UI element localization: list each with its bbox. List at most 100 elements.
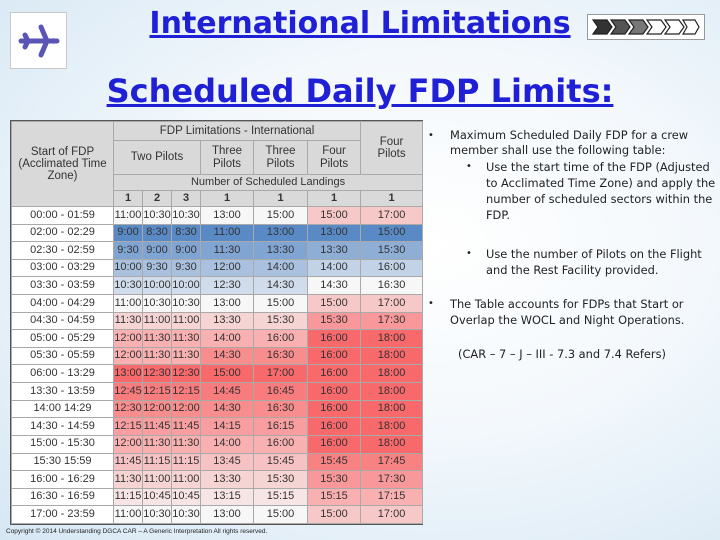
fdp-limit-cell: 10:00 — [171, 276, 201, 296]
fdp-limit-cell: 10:30 — [142, 294, 172, 313]
pilots-label: Pilots — [377, 148, 406, 160]
fdp-limit-cell: 12:15 — [171, 382, 201, 401]
table-row: 02:00 - 02:29 9:00 8:30 8:30 11:00 13:00 13:00… — [11, 223, 424, 243]
fdp-limit-cell: 18:00 — [360, 364, 424, 384]
fdp-limit-cell: 15:30 — [306, 470, 362, 489]
start-time-cell: 05:30 - 05:59 — [11, 346, 114, 366]
start-time-cell: 16:30 - 16:59 — [11, 487, 114, 507]
fdp-limit-cell: 15:15 — [253, 487, 308, 507]
fdp-limit-cell: 11:15 — [171, 452, 201, 472]
start-time-cell: 03:30 - 03:59 — [11, 276, 114, 296]
chevron-arrows-logo — [586, 12, 706, 42]
copyright-text: Copyright © 2014 Understanding DGCA CAR … — [6, 528, 268, 535]
start-time-cell: 15:30 15:59 — [11, 452, 114, 472]
fdp-limit-cell: 9:30 — [113, 241, 143, 260]
fdp-limit-cell: 10:30 — [142, 206, 172, 225]
pilots-label: Four — [379, 135, 404, 148]
fdp-limit-cell: 15:30 — [253, 311, 308, 331]
table-row: 00:00 - 01:59 11:00 10:30 10:30 13:00 15:00 15… — [11, 206, 424, 225]
fdp-limitations-header: FDP Limitations - International — [112, 121, 362, 141]
fdp-limit-cell: 13:45 — [200, 452, 254, 472]
fdp-limit-cell: 17:30 — [360, 470, 424, 489]
fdp-limit-cell: 15:30 — [360, 241, 424, 260]
start-time-cell: 03:00 - 03:29 — [11, 258, 114, 278]
fdp-limit-cell: 14:00 — [306, 258, 362, 278]
fdp-limit-cell: 15:00 — [360, 223, 424, 243]
table-row: 16:00 - 16:29 11:30 11:00 11:00 13:30 15:30 15… — [11, 470, 424, 489]
fdp-limit-cell: 11:45 — [171, 417, 201, 436]
airplane-icon — [18, 24, 59, 57]
fdp-limit-cell: 11:30 — [171, 346, 201, 366]
fdp-limit-cell: 10:45 — [171, 487, 201, 507]
fdp-limit-cell: 16:00 — [306, 329, 362, 348]
fdp-limit-cell: 12:30 — [171, 364, 201, 384]
start-header-line: Start of FDP — [30, 145, 95, 158]
three-pilots-header: Three Pilots — [200, 140, 254, 175]
fdp-limit-cell: 18:00 — [360, 382, 424, 401]
fdp-limit-cell: 17:15 — [360, 487, 424, 507]
fdp-limit-cell: 11:30 — [142, 434, 172, 454]
start-time-cell: 16:00 - 16:29 — [11, 470, 114, 489]
fdp-limit-cell: 14:00 — [200, 434, 254, 454]
table-row: 14:30 - 14:59 12:15 11:45 11:45 14:15 16:15 16… — [11, 417, 424, 436]
landing-number: 1 — [253, 190, 308, 207]
fdp-limit-cell: 10:30 — [171, 206, 201, 225]
landing-number: 3 — [171, 190, 201, 207]
start-time-cell: 14:00 14:29 — [11, 399, 114, 419]
start-time-cell: 00:00 - 01:59 — [11, 206, 114, 225]
fdp-limit-cell: 13:30 — [253, 241, 308, 260]
fdp-limit-cell: 14:30 — [253, 276, 308, 296]
fdp-limit-cell: 17:00 — [360, 505, 424, 524]
four-pilots-header-b: Four Pilots — [360, 121, 424, 175]
chevron-arrows-icon — [587, 14, 705, 40]
fdp-limit-cell: 15:30 — [253, 470, 308, 489]
start-time-cell: 06:00 - 13:29 — [11, 364, 114, 384]
landings-header: Number of Scheduled Landings — [112, 174, 424, 191]
fdp-limit-cell: 10:30 — [113, 276, 143, 296]
fdp-limit-cell: 12:30 — [113, 399, 143, 419]
bullet-icon: • — [428, 130, 434, 141]
fdp-limit-cell: 13:15 — [200, 487, 254, 507]
airplane-logo — [10, 12, 67, 69]
fdp-limit-cell: 18:00 — [360, 434, 424, 454]
rule-subitem: Use the start time of the FDP (Adjusted … — [486, 160, 716, 222]
rule-item: The Table accounts for FDPs that Start o… — [450, 297, 685, 327]
fdp-limit-cell: 14:00 — [253, 258, 308, 278]
fdp-limit-cell: 15:30 — [306, 311, 362, 331]
table-row: 03:30 - 03:59 10:30 10:00 10:00 12:30 14:30 14… — [11, 276, 424, 296]
fdp-limit-cell: 11:00 — [113, 294, 143, 313]
fdp-limit-cell: 15:15 — [306, 487, 362, 507]
fdp-limit-cell: 11:30 — [171, 434, 201, 454]
fdp-limit-cell: 10:30 — [142, 505, 172, 524]
section-title: Scheduled Daily FDP Limits: — [106, 72, 614, 110]
fdp-limit-cell: 14:30 — [200, 346, 254, 366]
fdp-limit-cell: 10:30 — [171, 294, 201, 313]
fdp-limit-cell: 11:45 — [142, 417, 172, 436]
three-pilots-header-b: Three Pilots — [253, 140, 308, 175]
table-row: 05:00 - 05:29 12:00 11:30 11:30 14:00 16:00 16… — [11, 329, 424, 348]
fdp-limit-cell: 12:15 — [142, 382, 172, 401]
fdp-limit-cell: 15:00 — [253, 206, 308, 225]
pilots-label: Four — [322, 145, 346, 158]
table-row: 16:30 - 16:59 11:15 10:45 10:45 13:15 15:15 15… — [11, 487, 424, 507]
fdp-limit-cell: 11:30 — [142, 346, 172, 366]
fdp-limit-cell: 13:30 — [200, 311, 254, 331]
fdp-limit-cell: 16:30 — [253, 399, 308, 419]
fdp-limit-cell: 8:30 — [171, 223, 201, 243]
fdp-limit-cell: 11:30 — [171, 329, 201, 348]
two-pilots-header: Two Pilots — [113, 140, 201, 175]
fdp-limit-cell: 18:00 — [360, 399, 424, 419]
fdp-limit-cell: 17:30 — [360, 311, 424, 331]
reference-note: (CAR – 7 – J – III - 7.3 and 7.4 Refers) — [458, 347, 666, 361]
landing-number: 1 — [200, 190, 254, 207]
fdp-limit-cell: 8:30 — [142, 223, 172, 243]
fdp-limit-cell: 11:00 — [200, 223, 254, 243]
fdp-limit-cell: 14:00 — [200, 329, 254, 348]
fdp-limit-cell: 13:00 — [253, 223, 308, 243]
rule-item: Maximum Scheduled Daily FDP for a crew m… — [450, 128, 689, 157]
fdp-limit-cell: 15:45 — [306, 452, 362, 472]
pilots-label: Pilots — [319, 157, 349, 170]
rule-subitem: Use the number of Pilots on the Flight a… — [486, 247, 702, 277]
fdp-limit-cell: 12:45 — [113, 382, 143, 401]
start-time-cell: 04:30 - 04:59 — [11, 311, 114, 331]
